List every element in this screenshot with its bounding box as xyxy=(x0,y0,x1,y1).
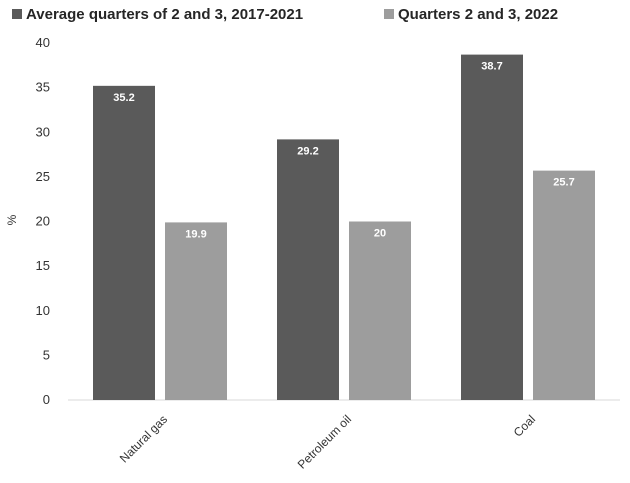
data-label: 25.7 xyxy=(553,177,574,189)
x-axis-ticks: Natural gas Petroleum oil Coal xyxy=(117,412,538,471)
bar-2-3 xyxy=(533,170,595,400)
data-label: 20 xyxy=(374,228,386,240)
y-tick-label: 10 xyxy=(36,303,50,318)
data-label: 19.9 xyxy=(185,228,206,240)
bar-2-1 xyxy=(165,222,227,400)
x-tick-label: Petroleum oil xyxy=(295,412,354,471)
bar-1-3 xyxy=(461,54,523,400)
y-axis-ticks: 0 5 10 15 20 25 30 35 40 xyxy=(36,35,50,407)
y-axis-label: % xyxy=(5,214,19,225)
y-tick-label: 25 xyxy=(36,169,50,184)
y-tick-label: 5 xyxy=(43,347,50,362)
y-tick-label: 15 xyxy=(36,258,50,273)
bar-1-2 xyxy=(277,139,339,400)
x-tick-label: Natural gas xyxy=(117,412,170,465)
y-tick-label: 20 xyxy=(36,214,50,229)
legend-swatch-series-1 xyxy=(12,9,22,19)
legend: Average quarters of 2 and 3, 2017-2021 Q… xyxy=(12,6,558,23)
y-tick-label: 35 xyxy=(36,80,50,95)
x-tick-label: Coal xyxy=(511,412,538,439)
legend-label-series-1: Average quarters of 2 and 3, 2017-2021 xyxy=(26,6,303,23)
bars: 35.2 19.9 29.2 20 38.7 25.7 xyxy=(93,54,595,400)
data-label: 38.7 xyxy=(481,61,502,73)
data-label: 35.2 xyxy=(113,92,134,104)
bar-2-2 xyxy=(349,221,411,400)
y-tick-label: 30 xyxy=(36,124,50,139)
legend-swatch-series-2 xyxy=(384,9,394,19)
y-tick-label: 40 xyxy=(36,35,50,50)
y-tick-label: 0 xyxy=(43,392,50,407)
bar-1-1 xyxy=(93,85,155,400)
legend-label-series-2: Quarters 2 and 3, 2022 xyxy=(398,6,558,23)
data-label: 29.2 xyxy=(297,145,318,157)
